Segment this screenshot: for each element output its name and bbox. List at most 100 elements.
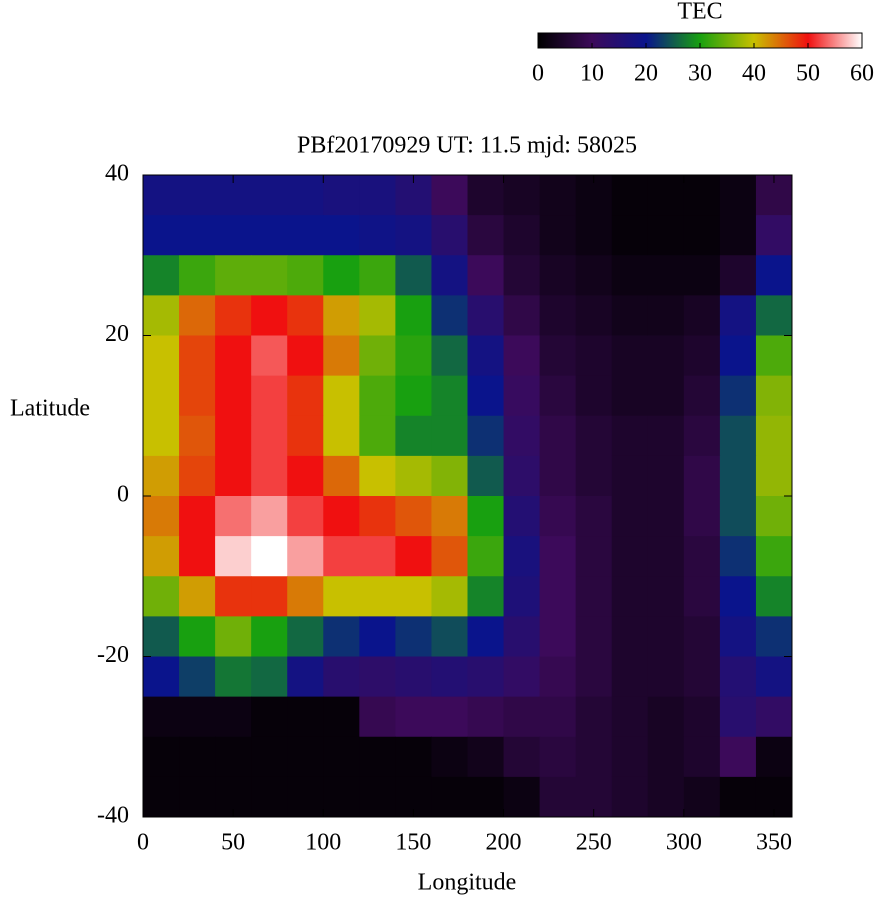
heatmap-cell	[251, 576, 288, 617]
heatmap-cell	[323, 736, 360, 778]
heatmap-cell	[467, 496, 505, 537]
heatmap-cell	[359, 215, 396, 256]
heatmap-cell	[323, 255, 360, 296]
heatmap-cell	[719, 616, 757, 657]
heatmap-cell	[359, 536, 396, 577]
heatmap-cell	[647, 375, 685, 417]
heatmap-cell	[611, 335, 649, 377]
heatmap-cell	[575, 616, 613, 657]
heatmap-cell	[683, 455, 721, 497]
heatmap-cell	[467, 175, 505, 216]
chart-title: PBf20170929 UT: 11.5 mjd: 58025	[297, 133, 637, 159]
heatmap-cell	[575, 576, 613, 617]
colorbar-tick-label: 50	[796, 61, 820, 87]
heatmap-cell	[179, 656, 216, 698]
heatmap-cell	[719, 255, 757, 296]
heatmap-cell	[143, 656, 180, 698]
heatmap-cell	[503, 576, 541, 617]
heatmap-cell	[395, 536, 432, 577]
heatmap-cell	[647, 576, 685, 617]
heatmap-cell	[287, 696, 324, 738]
heatmap-cell	[395, 616, 432, 657]
heatmap-cell	[755, 736, 793, 778]
heatmap-cell	[539, 455, 577, 497]
heatmap-cell	[647, 295, 685, 336]
heatmap-cell	[251, 335, 288, 377]
heatmap-cell	[611, 255, 649, 296]
heatmap-cell	[575, 295, 613, 336]
heatmap-cell	[467, 415, 505, 457]
heatmap-cell	[215, 335, 252, 377]
heatmap-cell	[431, 295, 468, 336]
x-tick-label: 100	[305, 830, 341, 856]
heatmap-cell	[287, 576, 324, 617]
heatmap-cell	[287, 295, 324, 336]
heatmap-cell	[719, 576, 757, 617]
heatmap-cell	[503, 736, 541, 778]
heatmap-cell	[323, 415, 360, 457]
heatmap-cell	[179, 295, 216, 336]
heatmap-cell	[287, 215, 324, 256]
x-tick-label: 0	[137, 830, 149, 856]
heatmap-cell	[755, 656, 793, 698]
heatmap-cell	[755, 536, 793, 577]
heatmap-cell	[647, 335, 685, 377]
heatmap-cell	[467, 255, 505, 296]
heatmap-cell	[503, 375, 541, 417]
heatmap-cell	[719, 536, 757, 577]
heatmap-cell	[503, 295, 541, 336]
heatmap-cell	[539, 335, 577, 377]
heatmap-cell	[215, 656, 252, 698]
heatmap-cell	[539, 736, 577, 778]
heatmap-cell	[755, 295, 793, 336]
heatmap-cell	[611, 616, 649, 657]
heatmap-cell	[683, 496, 721, 537]
heatmap-cell	[143, 696, 180, 738]
heatmap-cell	[251, 375, 288, 417]
y-tick-label: -40	[97, 803, 129, 829]
heatmap-cell	[575, 656, 613, 698]
heatmap-cell	[179, 255, 216, 296]
heatmap-cell	[539, 696, 577, 738]
heatmap-cell	[467, 335, 505, 377]
heatmap-cell	[251, 696, 288, 738]
heatmap-cell	[251, 415, 288, 457]
heatmap-cell	[611, 696, 649, 738]
y-tick-label: 20	[105, 321, 129, 347]
heatmap-cell	[647, 696, 685, 738]
heatmap-cell	[575, 736, 613, 778]
heatmap-cell	[611, 536, 649, 577]
heatmap-cell	[287, 255, 324, 296]
heatmap-cell	[683, 576, 721, 617]
heatmap-cell	[755, 215, 793, 256]
colorbar-tick-label: 40	[742, 61, 766, 87]
heatmap-cell	[287, 496, 324, 537]
colorbar-title: TEC	[677, 0, 722, 25]
heatmap-cell	[323, 295, 360, 336]
heatmap-cell	[215, 576, 252, 617]
heatmap-cell	[611, 455, 649, 497]
heatmap-cell	[359, 415, 396, 457]
heatmap-cell	[683, 696, 721, 738]
heatmap-cell	[503, 335, 541, 377]
heatmap-cell	[683, 255, 721, 296]
heatmap-cell	[359, 576, 396, 617]
heatmap-cell	[251, 536, 288, 577]
heatmap-cell	[467, 455, 505, 497]
x-tick-label: 350	[756, 830, 792, 856]
heatmap-cell	[215, 255, 252, 296]
x-tick-label: 250	[576, 830, 612, 856]
heatmap-cell	[287, 335, 324, 377]
heatmap-cell	[431, 175, 468, 216]
heatmap-cell	[179, 175, 216, 216]
heatmap-cell	[287, 536, 324, 577]
heatmap-cell	[431, 576, 468, 617]
heatmap-cell	[503, 215, 541, 256]
heatmap-cell	[179, 536, 216, 577]
heatmap-cell	[683, 375, 721, 417]
heatmap-cell	[431, 255, 468, 296]
heatmap-cell	[539, 536, 577, 577]
heatmap-cell	[323, 455, 360, 497]
heatmap-cell	[575, 696, 613, 738]
heatmap-cell	[359, 736, 396, 778]
